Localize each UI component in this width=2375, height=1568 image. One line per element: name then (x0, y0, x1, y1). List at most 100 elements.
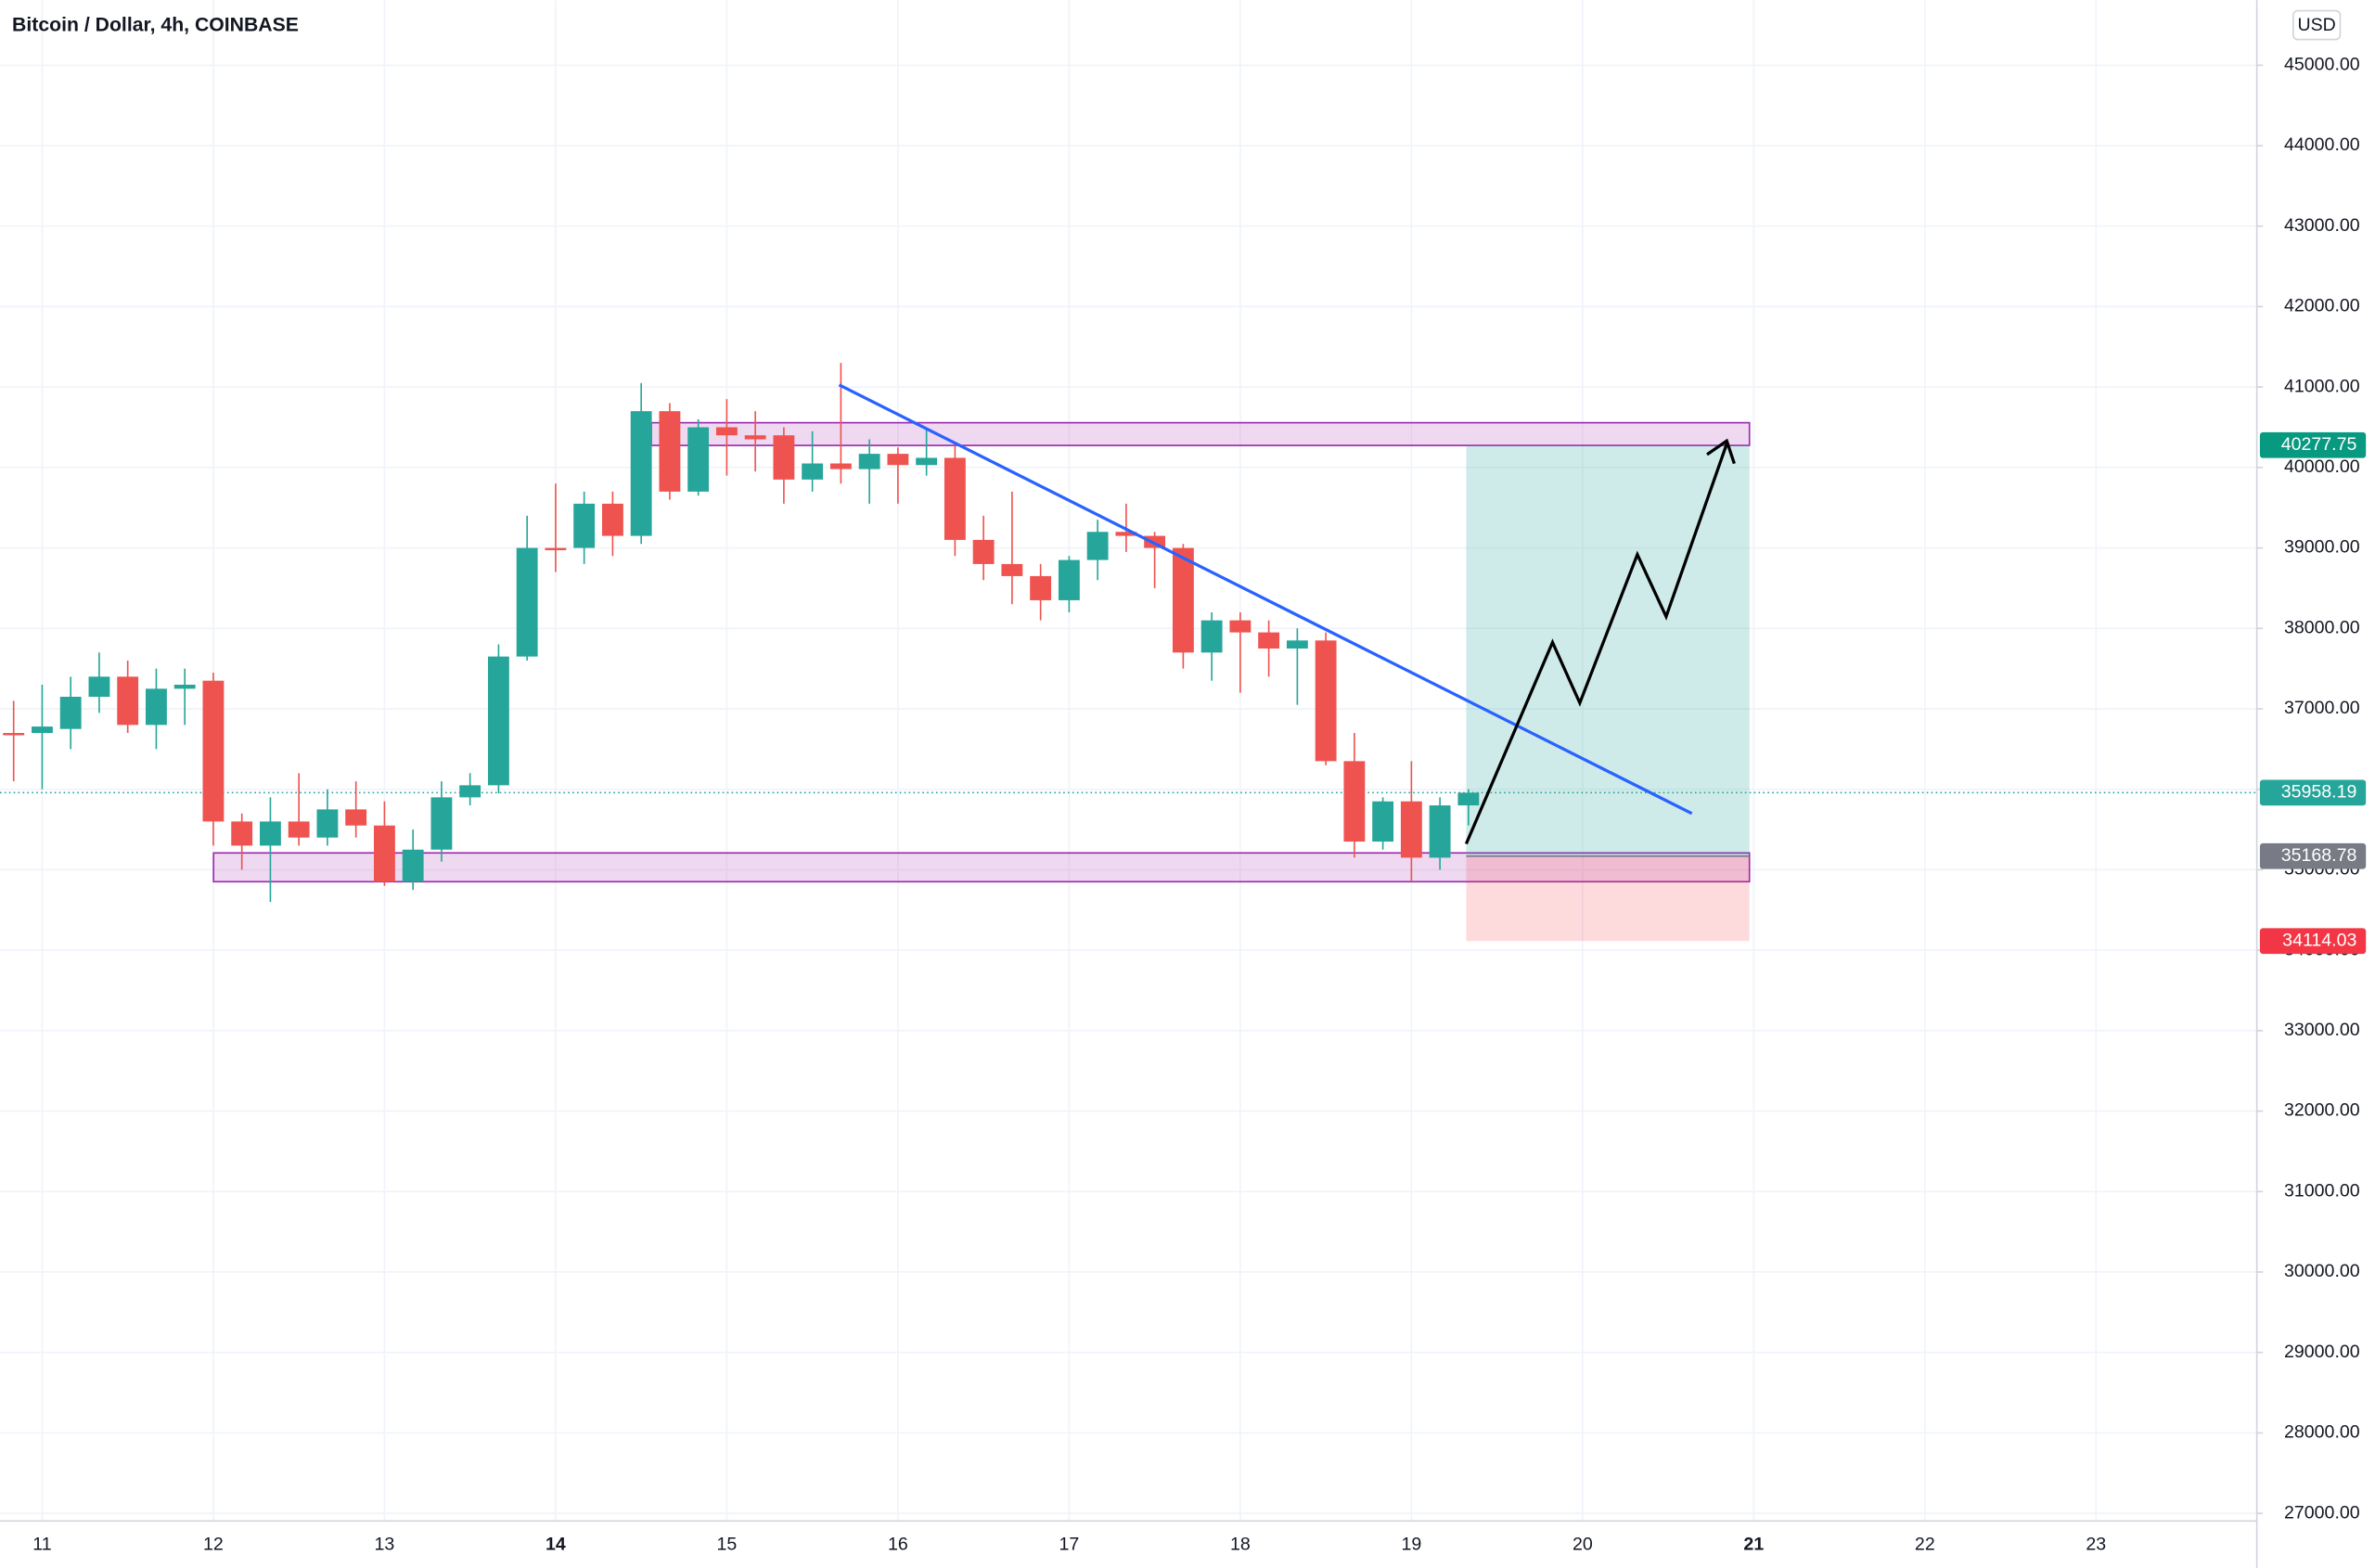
candle-body (829, 463, 852, 469)
candle-body (1086, 532, 1109, 560)
candle-body (1001, 563, 1023, 576)
candle-body (1258, 632, 1280, 649)
candle-body (459, 785, 481, 798)
y-tick-label: 45000.00 (2284, 54, 2360, 74)
candle-body (715, 427, 738, 436)
candle-body (802, 463, 824, 480)
candle-body (88, 676, 110, 697)
candle-body (1343, 761, 1366, 842)
stop-area (1466, 855, 1750, 942)
notes-layer (838, 383, 1736, 845)
candle-body (1200, 620, 1223, 653)
y-tick-label: 33000.00 (2284, 1020, 2360, 1040)
x-tick-label: 12 (203, 1535, 224, 1555)
y-tick-label: 28000.00 (2284, 1422, 2360, 1443)
zones-layer (0, 421, 2257, 942)
chart-title: Bitcoin / Dollar, 4h, COINBASE (12, 14, 299, 35)
x-tick-label: 23 (2086, 1535, 2106, 1555)
y-tick-label: 29000.00 (2284, 1342, 2360, 1362)
candle-body (487, 656, 509, 786)
projection-arrow (1706, 438, 1736, 465)
y-tick-label: 37000.00 (2284, 698, 2360, 718)
price-tag-label: 35958.19 (2281, 782, 2357, 803)
candle-body (1115, 532, 1137, 536)
supply-zone (650, 421, 1751, 446)
y-tick-label: 38000.00 (2284, 617, 2360, 637)
candle-body (659, 411, 681, 492)
candle-body (288, 821, 310, 838)
candle-body (972, 539, 995, 564)
currency-label[interactable]: USD (2297, 15, 2335, 35)
candle-body (744, 435, 766, 440)
candle-body (402, 849, 424, 882)
candle-body (345, 809, 367, 826)
candle-body (1429, 805, 1451, 858)
demand-zone (212, 852, 1751, 883)
candle-body (858, 454, 880, 469)
candle-body (59, 696, 82, 729)
x-tick-label: 17 (1059, 1535, 1079, 1555)
candle-body (1315, 640, 1337, 762)
grid-layer (0, 0, 2257, 1522)
candle-body (173, 684, 196, 689)
candle-body (1058, 559, 1080, 600)
candle-body (3, 733, 25, 736)
price-tag (2259, 842, 2367, 869)
candle-body (1229, 620, 1252, 633)
candle-body (260, 821, 281, 846)
candle-body (1457, 792, 1480, 806)
candle-body (117, 676, 139, 726)
candle-body (373, 825, 395, 882)
price-tag-label: 35168.78 (2281, 845, 2357, 866)
y-tick-label: 41000.00 (2284, 376, 2360, 396)
y-tick-label: 32000.00 (2284, 1100, 2360, 1121)
x-tick-label: 21 (1743, 1535, 1764, 1555)
candle-body (630, 411, 652, 536)
projection-path (1464, 443, 1728, 845)
price-tag-label: 40277.75 (2281, 434, 2357, 455)
x-tick-label: 14 (546, 1535, 566, 1555)
y-tick-label: 39000.00 (2284, 537, 2360, 558)
trend-line (838, 383, 1693, 816)
x-tick-label: 19 (1401, 1535, 1421, 1555)
x-tick-label: 16 (888, 1535, 908, 1555)
candle-body (516, 547, 538, 657)
candle-body (1372, 801, 1394, 842)
y-tick-label: 30000.00 (2284, 1261, 2360, 1281)
target-area (1466, 444, 1750, 856)
y-tick-label: 27000.00 (2284, 1502, 2360, 1523)
candle-body (316, 809, 339, 838)
candle-body (773, 435, 795, 480)
y-tick-label: 43000.00 (2284, 215, 2360, 236)
x-tick-label: 18 (1230, 1535, 1251, 1555)
x-tick-label: 15 (717, 1535, 738, 1555)
candle-body (916, 457, 938, 466)
y-tick-label: 40000.00 (2284, 456, 2360, 477)
currency-box[interactable] (2292, 9, 2342, 41)
x-tick-label: 11 (32, 1535, 51, 1555)
candle-body (687, 427, 710, 492)
candle-body (601, 503, 623, 536)
candle-body (430, 797, 453, 850)
candle-body (231, 821, 253, 846)
candle-body (944, 457, 966, 540)
x-tick-label: 13 (375, 1535, 395, 1555)
candle-body (202, 680, 225, 822)
y-tick-label: 44000.00 (2284, 135, 2360, 155)
candles-layer (3, 363, 1480, 903)
candle-body (1172, 547, 1194, 653)
candle-body (146, 688, 167, 726)
price-tag (2259, 431, 2367, 458)
candle-body (545, 547, 567, 551)
x-tick-label: 20 (1573, 1535, 1593, 1555)
price-tag (2259, 779, 2367, 806)
y-tick-label: 42000.00 (2284, 296, 2360, 316)
candle-body (887, 454, 909, 466)
axis-layer: 27000.00 28000.00 29000.00 30000.00 31000.00… (32, 54, 2367, 1555)
price-tag-label: 34114.03 (2282, 930, 2356, 950)
price-tag (2259, 928, 2367, 955)
candle-body (1286, 640, 1308, 649)
candle-body (1400, 801, 1422, 858)
x-tick-label: 22 (1915, 1535, 1935, 1555)
